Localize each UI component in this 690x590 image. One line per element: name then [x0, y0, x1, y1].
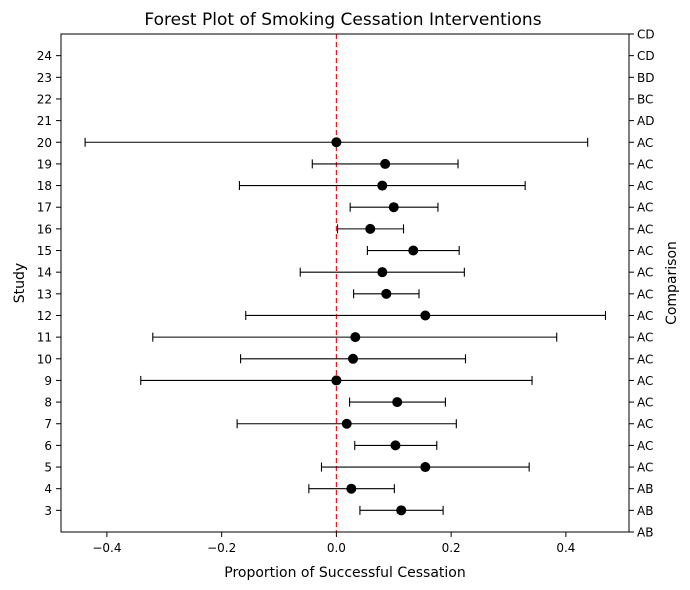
right-tick-label: AC: [637, 396, 653, 410]
y-tick-label: 22: [37, 92, 52, 106]
study-13-mark: [353, 288, 420, 299]
y-tick-label: 3: [44, 504, 52, 518]
point-estimate: [341, 418, 352, 429]
axes: −0.4 −0.2 0.0 0.2 0.4 3 4 5 6 7 8 9 10 11 12 13 14 15 16 17…: [37, 28, 655, 556]
right-tick-label: AC: [637, 179, 653, 193]
study-12-mark: [245, 310, 607, 321]
study-8-mark: [349, 397, 446, 408]
point-estimate: [380, 158, 391, 169]
point-estimate: [331, 375, 342, 386]
y-tick-label: 11: [37, 331, 52, 345]
right-tick-label: AC: [637, 331, 653, 345]
study-15-mark: [366, 245, 460, 256]
right-tick-label: AC: [637, 222, 653, 236]
study-10-mark: [240, 353, 467, 364]
point-estimate: [377, 180, 388, 191]
y-tick-label: 19: [37, 157, 52, 171]
y-tick-label: 13: [37, 287, 52, 301]
y-tick-label: 15: [37, 244, 52, 258]
y-tick-label: 12: [37, 309, 52, 323]
study-7-mark: [236, 418, 457, 429]
y-tick-label: 14: [37, 266, 52, 280]
x-tick-label: −0.4: [92, 541, 121, 555]
study-3-mark: [359, 505, 444, 516]
y-tick-label: 24: [37, 49, 52, 63]
chart-title: Forest Plot of Smoking Cessation Interve…: [144, 10, 541, 30]
y-axis-label: Study: [12, 263, 28, 303]
x-axis-label: Proportion of Successful Cessation: [224, 565, 466, 581]
point-estimate: [377, 267, 388, 278]
point-estimate: [392, 397, 403, 408]
y-tick-label: 20: [37, 136, 52, 150]
y-tick-label: 10: [37, 352, 52, 366]
point-estimate: [390, 440, 401, 451]
right-tick-label: AC: [637, 352, 653, 366]
study-9-mark: [140, 375, 533, 386]
y-tick-label: 5: [44, 461, 52, 475]
right-tick-label: AB: [637, 482, 653, 496]
right-tick-label: AC: [637, 266, 653, 280]
y-tick-label: 8: [44, 396, 52, 410]
y-tick-label: 6: [44, 439, 52, 453]
right-tick-label: AC: [637, 417, 653, 431]
study-16-mark: [336, 223, 405, 234]
study-18-mark: [238, 180, 526, 191]
right-tick-label: BC: [637, 92, 653, 106]
study-5-mark: [320, 462, 530, 473]
study-14-mark: [299, 267, 465, 278]
right-tick-label: AC: [637, 157, 653, 171]
x-tick-label: 0.2: [442, 541, 461, 555]
y-tick-label: 4: [44, 482, 52, 496]
point-estimate: [420, 310, 431, 321]
y-tick-label: 9: [44, 374, 52, 388]
right-tick-label: AC: [637, 374, 653, 388]
axes-frame: [60, 33, 630, 533]
point-estimate: [408, 245, 419, 256]
study-4-mark: [308, 483, 395, 494]
study-20-mark: [84, 137, 589, 148]
right-tick-label: CD: [637, 28, 655, 42]
right-axis-label: Comparison: [664, 241, 680, 325]
study-17-mark: [349, 202, 439, 213]
y-tick-label: 7: [44, 417, 52, 431]
point-estimate: [348, 353, 359, 364]
point-estimate: [381, 288, 392, 299]
y-tick-label: 16: [37, 222, 52, 236]
study-19-mark: [311, 158, 459, 169]
plot-area: [84, 34, 607, 532]
point-estimate: [388, 202, 399, 213]
right-tick-label: AB: [637, 526, 653, 540]
y-tick-label: 21: [37, 114, 52, 128]
x-tick-label: −0.2: [207, 541, 236, 555]
x-tick-label: 0.0: [327, 541, 346, 555]
right-tick-label: BD: [637, 71, 654, 85]
right-tick-label: AC: [637, 136, 653, 150]
x-tick-label: 0.4: [556, 541, 575, 555]
point-estimate: [420, 462, 431, 473]
point-estimate: [346, 483, 357, 494]
right-tick-label: AC: [637, 461, 653, 475]
right-tick-label: AC: [637, 244, 653, 258]
point-estimate: [365, 223, 376, 234]
right-tick-label: AD: [637, 114, 654, 128]
study-11-mark: [152, 332, 558, 343]
right-tick-label: AC: [637, 201, 653, 215]
right-tick-label: AC: [637, 287, 653, 301]
right-tick-label: CD: [637, 49, 655, 63]
point-estimate: [331, 137, 342, 148]
y-tick-label: 23: [37, 71, 52, 85]
study-6-mark: [354, 440, 438, 451]
right-tick-label: AC: [637, 309, 653, 323]
point-estimate: [396, 505, 407, 516]
y-tick-label: 18: [37, 179, 52, 193]
y-tick-label: 17: [37, 201, 52, 215]
point-estimate: [350, 332, 361, 343]
right-tick-label: AC: [637, 439, 653, 453]
right-tick-label: AB: [637, 504, 653, 518]
